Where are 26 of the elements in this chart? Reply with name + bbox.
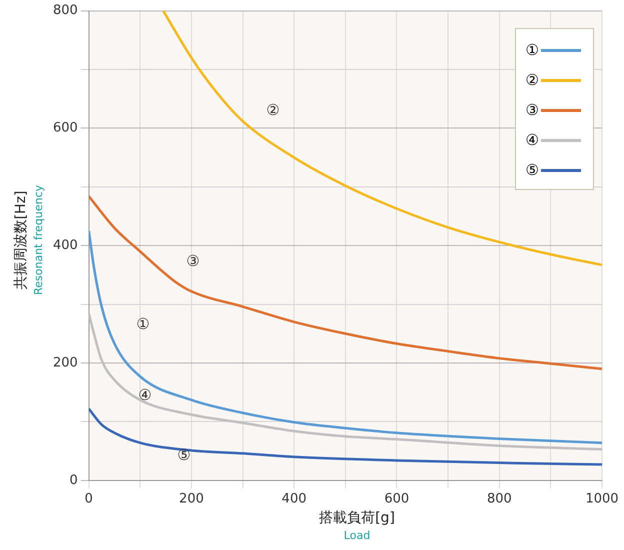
line-series [162,10,602,266]
annotation: ① [136,315,150,333]
legend-label: ① [526,41,539,59]
x-tick-label: 400 [282,492,306,507]
text: Resonant frequency [31,184,46,296]
legend-label: ② [526,71,539,89]
x-axis-title: 搭載負荷[g] [318,510,396,527]
y-tick-label: 800 [52,3,78,18]
x-tick-label: 1000 [585,492,619,507]
annotation: ⑤ [177,446,191,464]
y-tick-label: 0 [70,472,78,488]
x-tick-label: 200 [179,492,204,507]
legend-label: ⑤ [526,161,539,179]
legend-label: ③ [526,101,539,119]
legend-label: ④ [526,131,539,149]
x-tick-label: 800 [486,492,512,507]
y-axis-title: 共振周波数[Hz] [13,190,30,292]
annotation: ② [266,101,280,119]
x-tick-label: 600 [384,492,410,507]
text: Load [342,528,372,544]
x-tick-label: 0 [84,492,93,507]
y-tick-label: 600 [52,120,78,136]
y-tick-label: 200 [52,355,78,370]
annotation: ③ [186,252,200,270]
annotation: ④ [138,386,152,404]
y-tick-label: 400 [52,238,78,253]
